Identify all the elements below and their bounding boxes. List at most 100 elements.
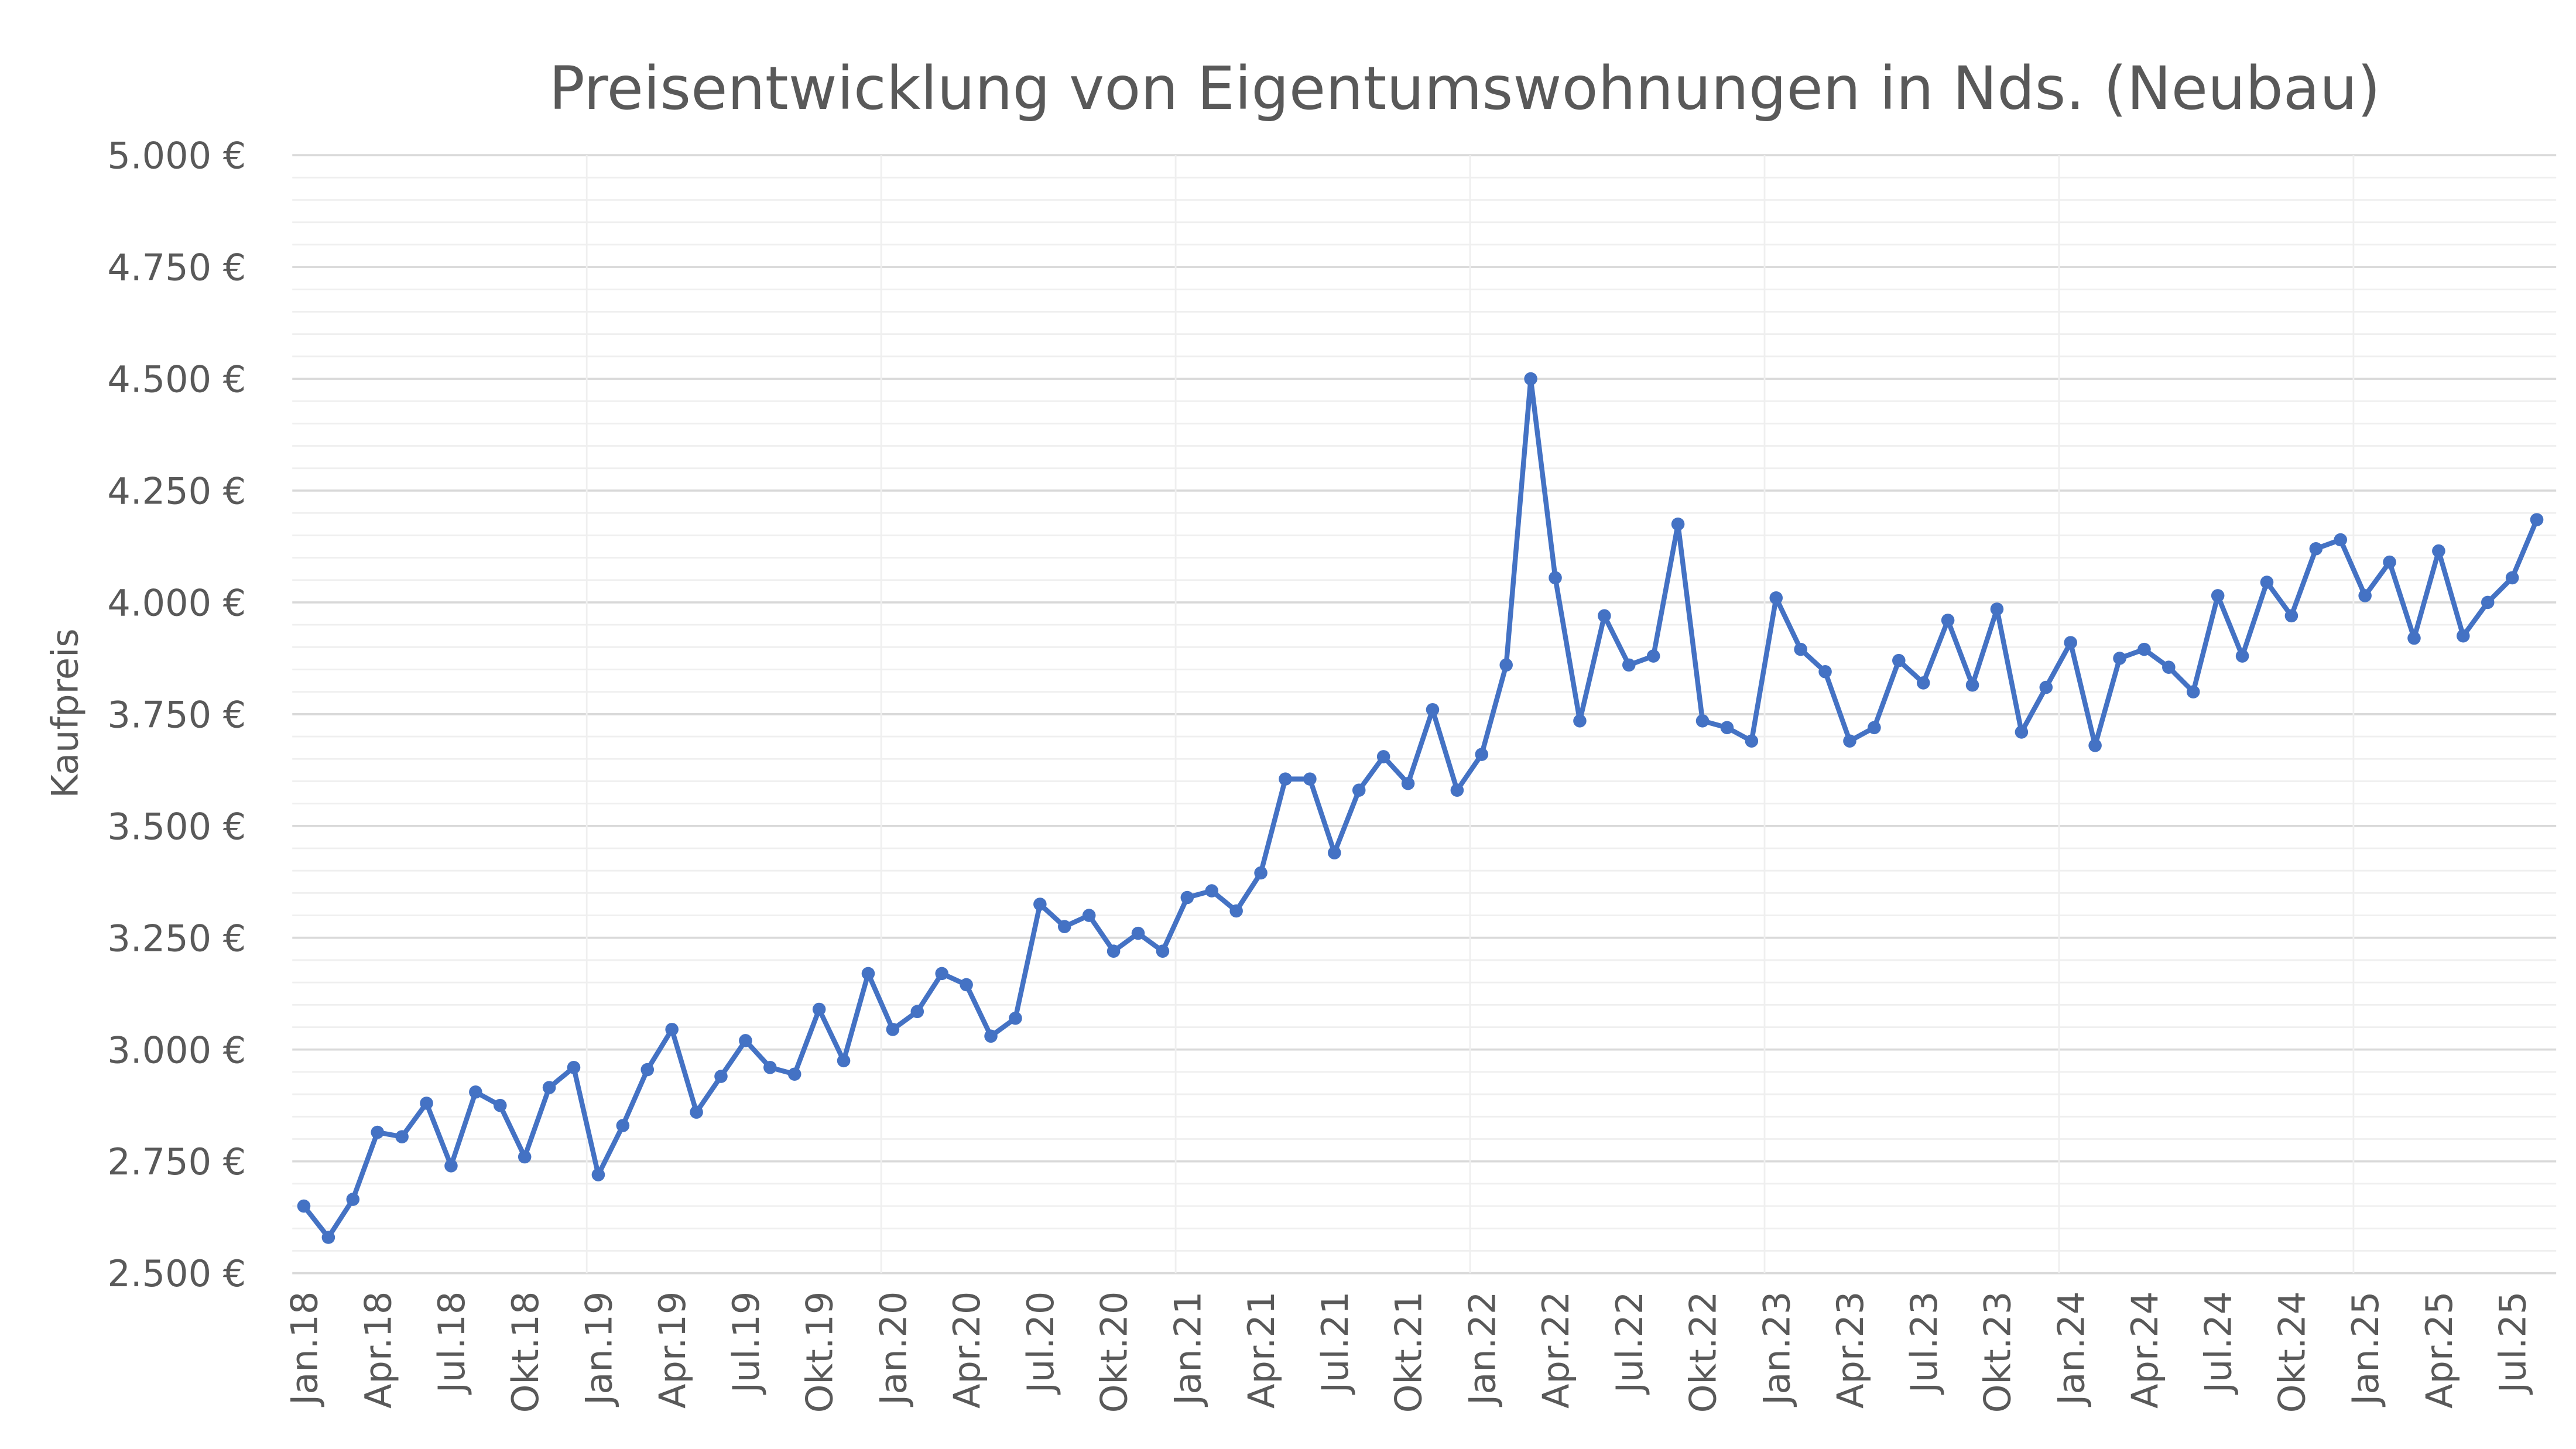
- data-point: [984, 1029, 998, 1043]
- data-point: [2015, 725, 2029, 739]
- data-point: [2260, 576, 2274, 589]
- y-tick-label: 4.750 €: [107, 246, 246, 289]
- data-point: [665, 1023, 679, 1036]
- data-point: [739, 1034, 752, 1047]
- data-point: [1965, 678, 1979, 692]
- x-tick-label: Jan.24: [2050, 1292, 2092, 1407]
- x-tick-label: Jan.20: [872, 1292, 914, 1407]
- data-point: [493, 1098, 507, 1112]
- data-point: [346, 1193, 360, 1206]
- y-axis: 2.500 € 2.750 € 3.000 € 3.250 € 3.500 € 3.750…: [107, 135, 246, 1295]
- data-point: [1254, 866, 1268, 880]
- data-point: [714, 1070, 728, 1083]
- data-point: [1328, 846, 1341, 859]
- data-point: [910, 1005, 924, 1019]
- data-point: [787, 1067, 801, 1081]
- data-point: [960, 978, 973, 992]
- data-point: [1843, 734, 1856, 748]
- data-point: [690, 1105, 703, 1119]
- data-point: [1376, 750, 1390, 763]
- data-point: [567, 1060, 581, 1074]
- data-point: [1695, 714, 1710, 728]
- data-point: [542, 1081, 556, 1094]
- data-point: [640, 1063, 655, 1077]
- data-point: [2481, 595, 2495, 609]
- x-tick-label: Okt.22: [1682, 1292, 1725, 1413]
- x-tick-label: Jul.23: [1903, 1292, 1945, 1396]
- y-tick-label: 4.250 €: [107, 470, 246, 513]
- data-point: [1131, 926, 1145, 940]
- data-point: [518, 1150, 532, 1164]
- x-tick-label: Jul.18: [430, 1292, 473, 1396]
- x-tick-label: Apr.25: [2418, 1292, 2461, 1409]
- data-point: [1818, 665, 1832, 679]
- data-point: [935, 967, 948, 981]
- data-point: [1180, 890, 1194, 905]
- data-point: [2309, 542, 2323, 556]
- y-tick-label: 4.000 €: [107, 581, 246, 624]
- data-point: [886, 1023, 900, 1036]
- x-tick-label: Okt.20: [1093, 1292, 1136, 1413]
- data-point: [1033, 898, 1047, 911]
- x-tick-label: Jul.19: [725, 1292, 768, 1396]
- data-point: [1990, 602, 2004, 616]
- data-point: [2505, 571, 2519, 585]
- x-tick-label: Apr.23: [1829, 1292, 1872, 1409]
- x-tick-label: Jul.22: [1608, 1292, 1651, 1396]
- data-point: [1229, 904, 1243, 918]
- x-tick-label: Jul.20: [1019, 1292, 1062, 1396]
- data-point: [2334, 533, 2348, 547]
- data-point: [1524, 372, 1537, 386]
- x-tick-label: Jul.24: [2197, 1292, 2240, 1396]
- data-point: [1646, 649, 1660, 663]
- data-point: [1107, 944, 1121, 958]
- data-point: [591, 1168, 605, 1181]
- data-point: [1082, 909, 1096, 922]
- data-point: [2186, 685, 2200, 698]
- data-point: [297, 1199, 311, 1213]
- data-point: [420, 1097, 433, 1110]
- data-point: [1573, 714, 1587, 728]
- x-tick-label: Apr.19: [651, 1292, 694, 1409]
- x-tick-label: Jul.21: [1314, 1292, 1356, 1396]
- data-point: [861, 967, 875, 981]
- data-point: [2064, 636, 2077, 649]
- x-tick-label: Jan.19: [577, 1292, 620, 1407]
- data-point: [837, 1054, 851, 1068]
- data-point: [1892, 653, 1906, 667]
- data-point: [2457, 629, 2470, 643]
- y-tick-label: 3.500 €: [107, 805, 246, 848]
- data-point: [1941, 614, 1955, 627]
- data-point: [1868, 721, 1881, 735]
- data-point: [2530, 513, 2544, 526]
- data-point: [2432, 544, 2445, 558]
- data-point: [444, 1159, 458, 1173]
- data-point: [469, 1085, 482, 1099]
- data-point: [1426, 703, 1440, 717]
- data-point: [1352, 783, 1366, 797]
- x-tick-label: Apr.18: [357, 1292, 399, 1409]
- data-point: [395, 1130, 409, 1143]
- x-tick-label: Jul.25: [2492, 1292, 2534, 1396]
- data-point: [1720, 721, 1734, 735]
- series-line: [302, 376, 2539, 1240]
- data-point: [1794, 642, 1807, 656]
- data-point: [1450, 783, 1464, 797]
- x-tick-label: Jan.25: [2344, 1292, 2387, 1407]
- data-point: [2088, 739, 2102, 752]
- data-point: [1009, 1011, 1022, 1025]
- x-tick-label: Okt.19: [799, 1292, 841, 1413]
- data-point: [1549, 571, 1562, 585]
- data-point: [2407, 631, 2421, 645]
- data-point: [371, 1125, 384, 1139]
- data-point: [2113, 652, 2126, 665]
- y-tick-label: 3.000 €: [107, 1029, 246, 1071]
- data-point: [1401, 776, 1415, 790]
- data-point: [2162, 660, 2176, 674]
- data-point: [1671, 517, 1685, 531]
- x-axis: Jan.18 Apr.18 Jul.18 Okt.18 Jan.19 Apr.19 Jul.…: [283, 1292, 2534, 1413]
- data-point: [1598, 609, 1611, 623]
- data-point: [321, 1231, 335, 1244]
- x-tick-label: Apr.22: [1534, 1292, 1577, 1409]
- data-point: [1057, 920, 1071, 933]
